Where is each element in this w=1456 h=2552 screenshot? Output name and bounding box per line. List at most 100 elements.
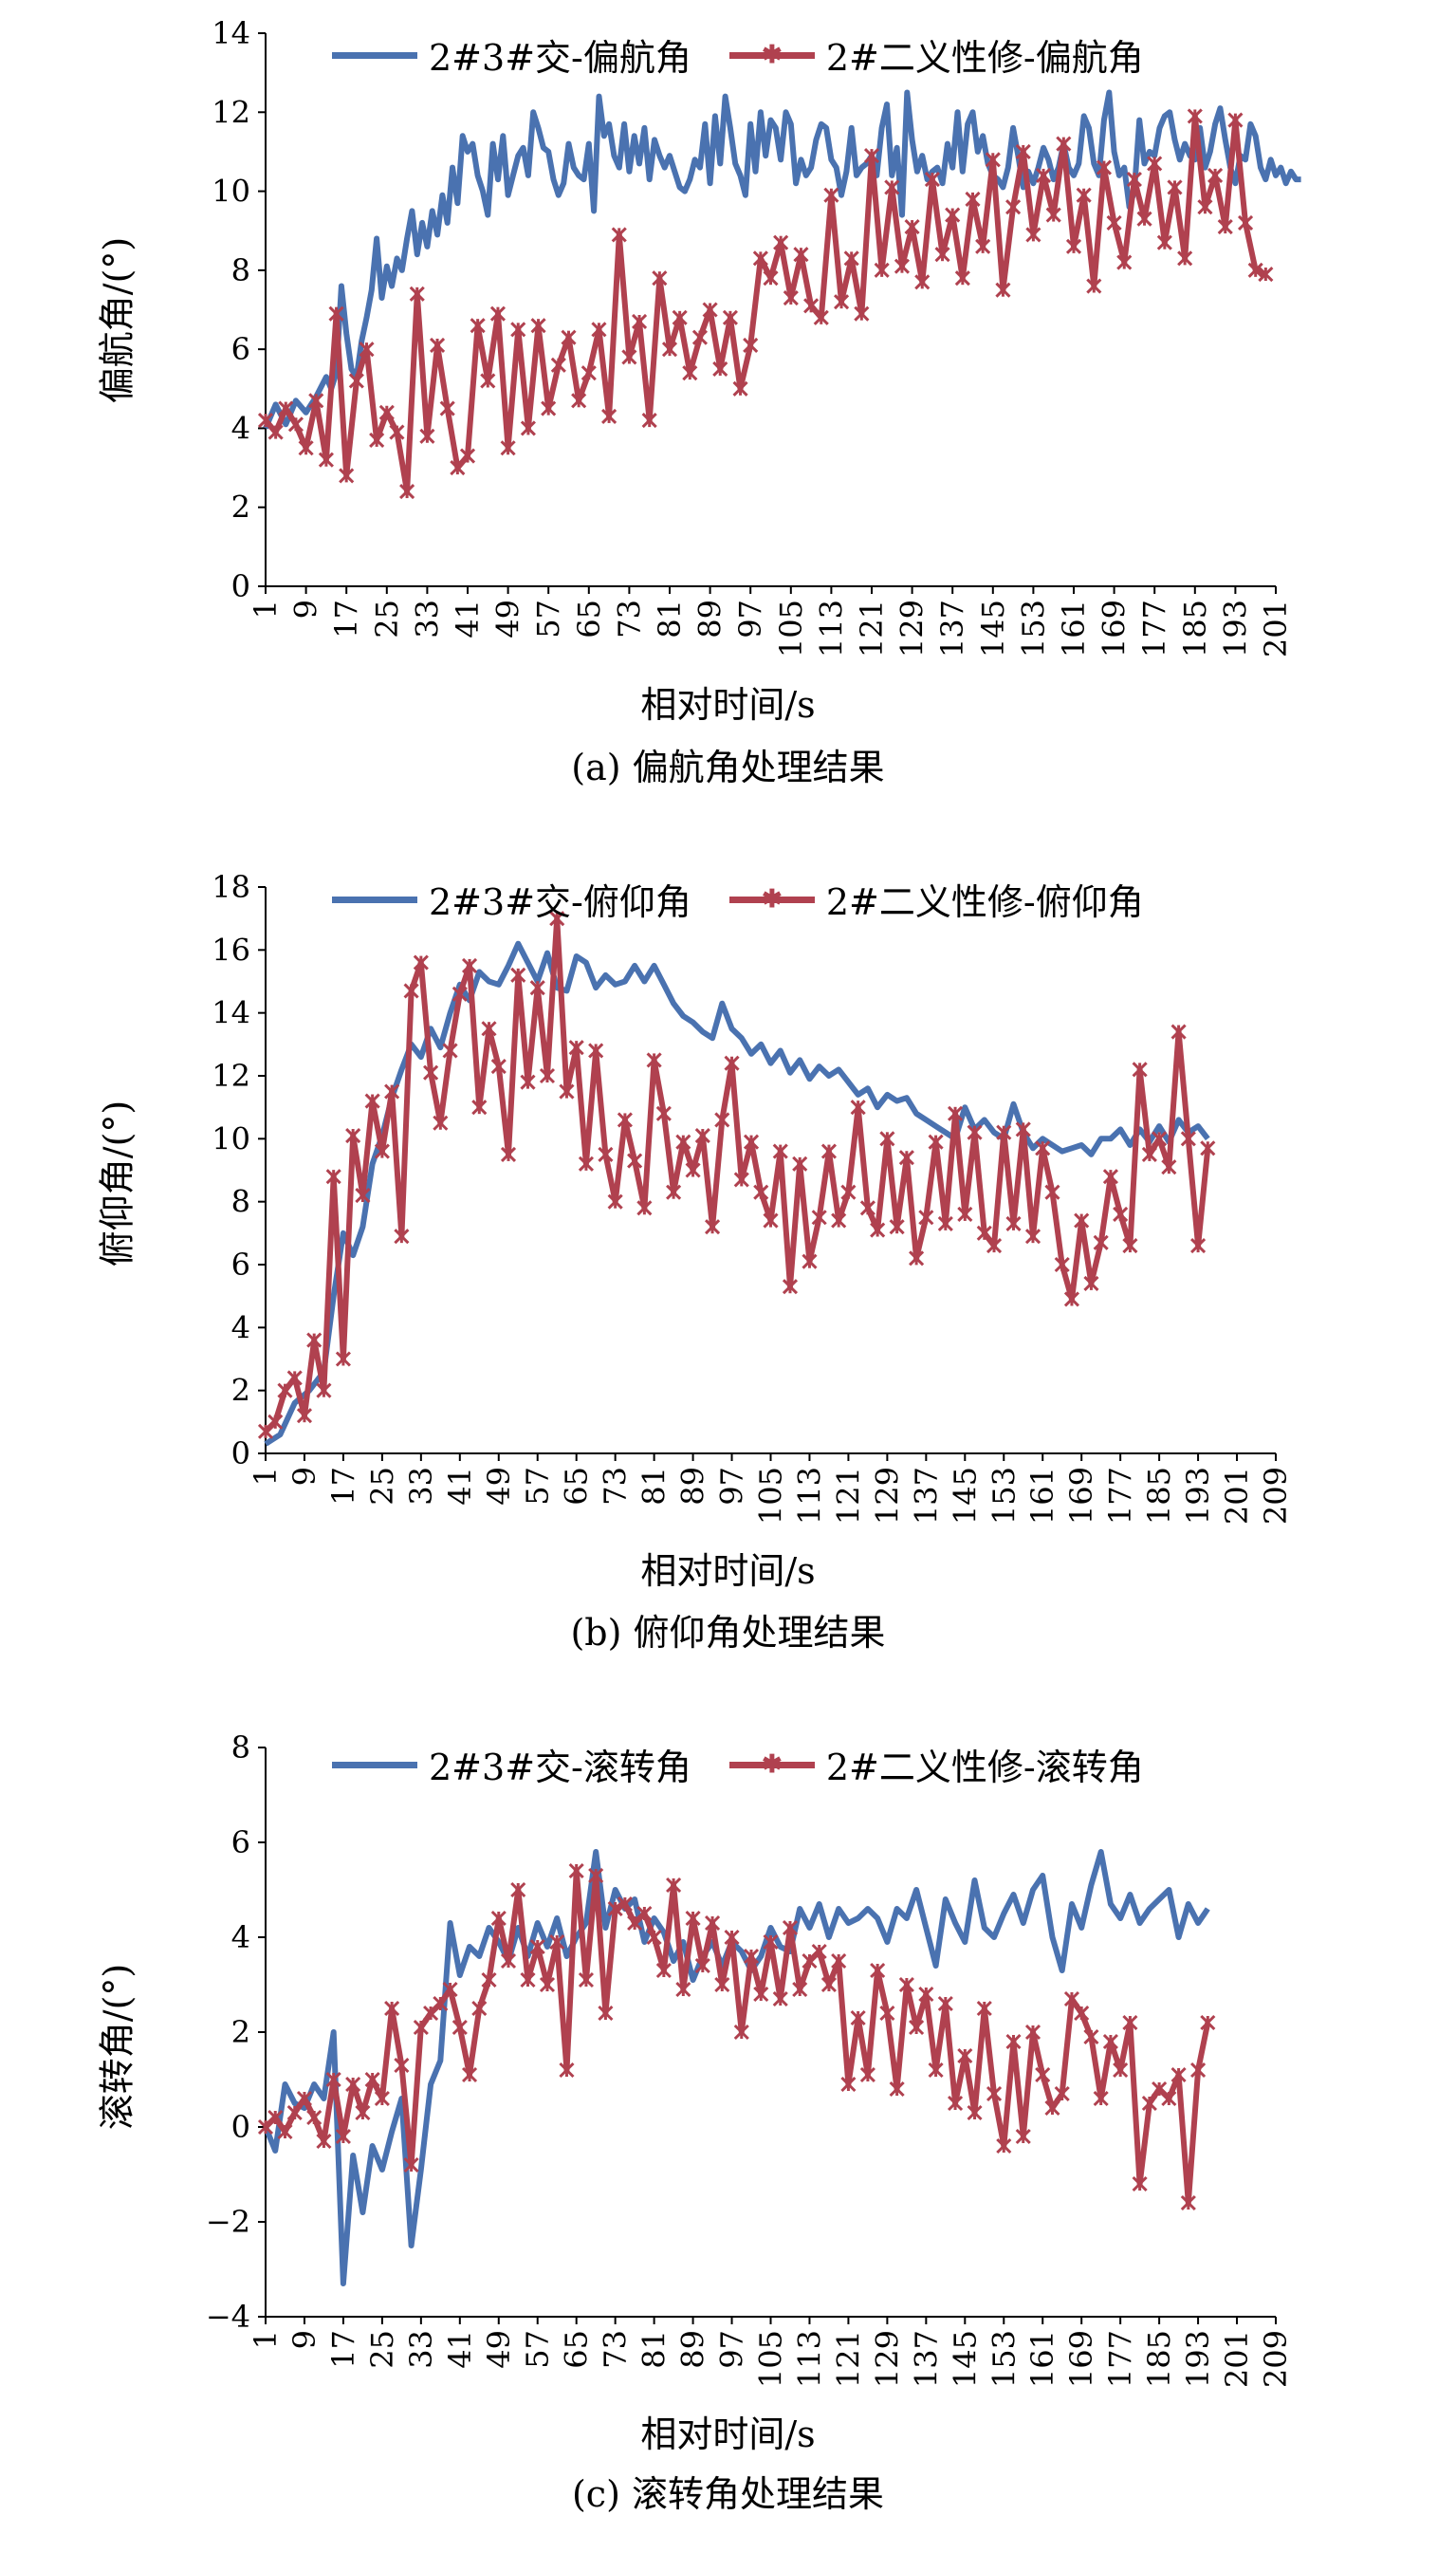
data-point-marker (452, 986, 468, 1002)
data-point-marker (318, 452, 334, 468)
data-point-marker (702, 302, 718, 318)
chart-svg-yaw: 0 2 4 6 8 10 12 14 1 9 17 25 33 41 49 57 65 73 81 89 97 105 11… (212, 15, 1301, 657)
chart-panel-roll: −4 −2 0 2 4 6 8 1 9 17 25 33 41 49 57 65 73 81 89 97 105 113 1… (0, 1717, 1456, 2552)
legend-item-series-1: 2#3#交-俯仰角 (332, 873, 691, 925)
data-point-marker (433, 1995, 449, 2012)
data-point-marker (1132, 2175, 1148, 2192)
data-point-marker (439, 400, 455, 416)
data-point-marker (1005, 2033, 1022, 2050)
x-tick-label: 209 (1258, 2330, 1294, 2388)
data-point-marker (672, 309, 688, 325)
x-tick-label: 41 (442, 1467, 478, 1506)
data-point-marker (773, 234, 789, 250)
legend-swatch-blue (332, 1748, 417, 1781)
data-point-marker (666, 1877, 682, 1894)
data-point-marker (859, 2066, 875, 2083)
data-point-marker (325, 1169, 341, 1185)
legend-label: 2#二义性修-俯仰角 (825, 881, 1144, 923)
data-point-marker (1063, 1291, 1080, 1307)
y-axis-label: 偏航角/(°) (96, 236, 138, 404)
data-point-marker (481, 1021, 497, 1037)
x-tick-label: 25 (369, 600, 405, 638)
data-point-marker (792, 1156, 808, 1172)
data-point-marker (652, 270, 668, 287)
data-point-marker (976, 1225, 992, 1241)
data-point-marker (568, 1862, 584, 1879)
data-point-marker (898, 1150, 914, 1166)
data-point-marker (621, 349, 637, 365)
data-point-marker (306, 1332, 323, 1348)
data-point-marker (480, 373, 496, 389)
data-point-marker (611, 227, 627, 243)
x-tick-label: 33 (409, 600, 445, 638)
x-tick-label: 145 (975, 600, 1011, 657)
x-tick-label: 193 (1217, 600, 1253, 657)
data-point-marker (510, 967, 526, 983)
data-point-marker (384, 2000, 400, 2017)
y-tick-label: 16 (212, 932, 250, 968)
y-tick-label: 12 (212, 94, 250, 130)
data-point-marker (831, 1952, 847, 1969)
data-point-marker (743, 1134, 760, 1150)
data-point-marker (870, 1962, 886, 1979)
data-point-marker (345, 2076, 361, 2093)
data-point-marker (1132, 1062, 1148, 1078)
data-point-marker (1207, 167, 1224, 183)
data-point-marker (607, 1193, 623, 1210)
data-point-marker (793, 247, 809, 263)
data-point-marker (763, 1212, 779, 1229)
x-tick-label: 113 (813, 600, 849, 657)
data-point-marker (772, 1143, 788, 1159)
data-point-marker (934, 247, 950, 263)
x-tick-label: 49 (490, 600, 526, 638)
y-axis-label: 俯仰角/(°) (96, 1100, 138, 1267)
x-tick-label: 113 (791, 2330, 827, 2388)
data-point-marker (1102, 2033, 1118, 2050)
data-point-marker (685, 1162, 701, 1178)
data-point-marker (539, 1067, 556, 1084)
data-point-marker (598, 2005, 614, 2022)
y-tick-label: 8 (231, 1729, 250, 1766)
data-point-marker (691, 329, 709, 345)
data-point-marker (928, 1134, 944, 1150)
data-point-marker (581, 365, 597, 381)
x-tick-label: 65 (571, 600, 607, 638)
data-point-marker (1025, 227, 1041, 243)
legend-label: 2#3#交-俯仰角 (429, 881, 691, 923)
data-point-marker (355, 2104, 371, 2121)
series-line-1 (263, 1849, 1210, 2286)
data-point-marker (733, 2024, 749, 2041)
legend-item-series-2: ✱ 2#二义性修-俯仰角 (728, 873, 1144, 925)
data-point-marker (559, 2062, 575, 2079)
data-point-marker (287, 416, 304, 433)
data-point-marker (369, 432, 385, 448)
data-point-marker (394, 2057, 410, 2074)
data-point-marker (1113, 1206, 1129, 1222)
data-point-marker (859, 1200, 875, 1216)
data-point-marker (870, 1222, 886, 1238)
x-tick-label: 169 (1097, 600, 1133, 657)
data-point-marker (550, 357, 566, 373)
data-point-marker (889, 2080, 905, 2098)
data-point-marker (490, 1058, 507, 1075)
x-tick-label: 137 (908, 1467, 944, 1525)
data-point-marker (675, 1134, 691, 1150)
data-point-marker (904, 218, 920, 235)
data-point-marker (1076, 187, 1092, 203)
data-point-marker (1083, 1275, 1099, 1291)
data-point-marker (1141, 2095, 1157, 2112)
x-tick-label: 17 (325, 1467, 361, 1506)
data-point-marker (1190, 1238, 1207, 1254)
data-point-marker (591, 322, 607, 338)
data-point-marker (694, 1127, 710, 1144)
y-tick-label: −2 (206, 2204, 250, 2240)
y-tick-label: 10 (212, 174, 250, 210)
data-point-marker (1044, 1184, 1060, 1200)
data-point-marker (863, 148, 880, 164)
data-point-marker (898, 1976, 914, 1993)
data-point-marker (753, 1184, 769, 1200)
data-point-marker (277, 1382, 293, 1398)
data-point-marker (389, 424, 405, 440)
data-point-marker (675, 1981, 691, 1998)
